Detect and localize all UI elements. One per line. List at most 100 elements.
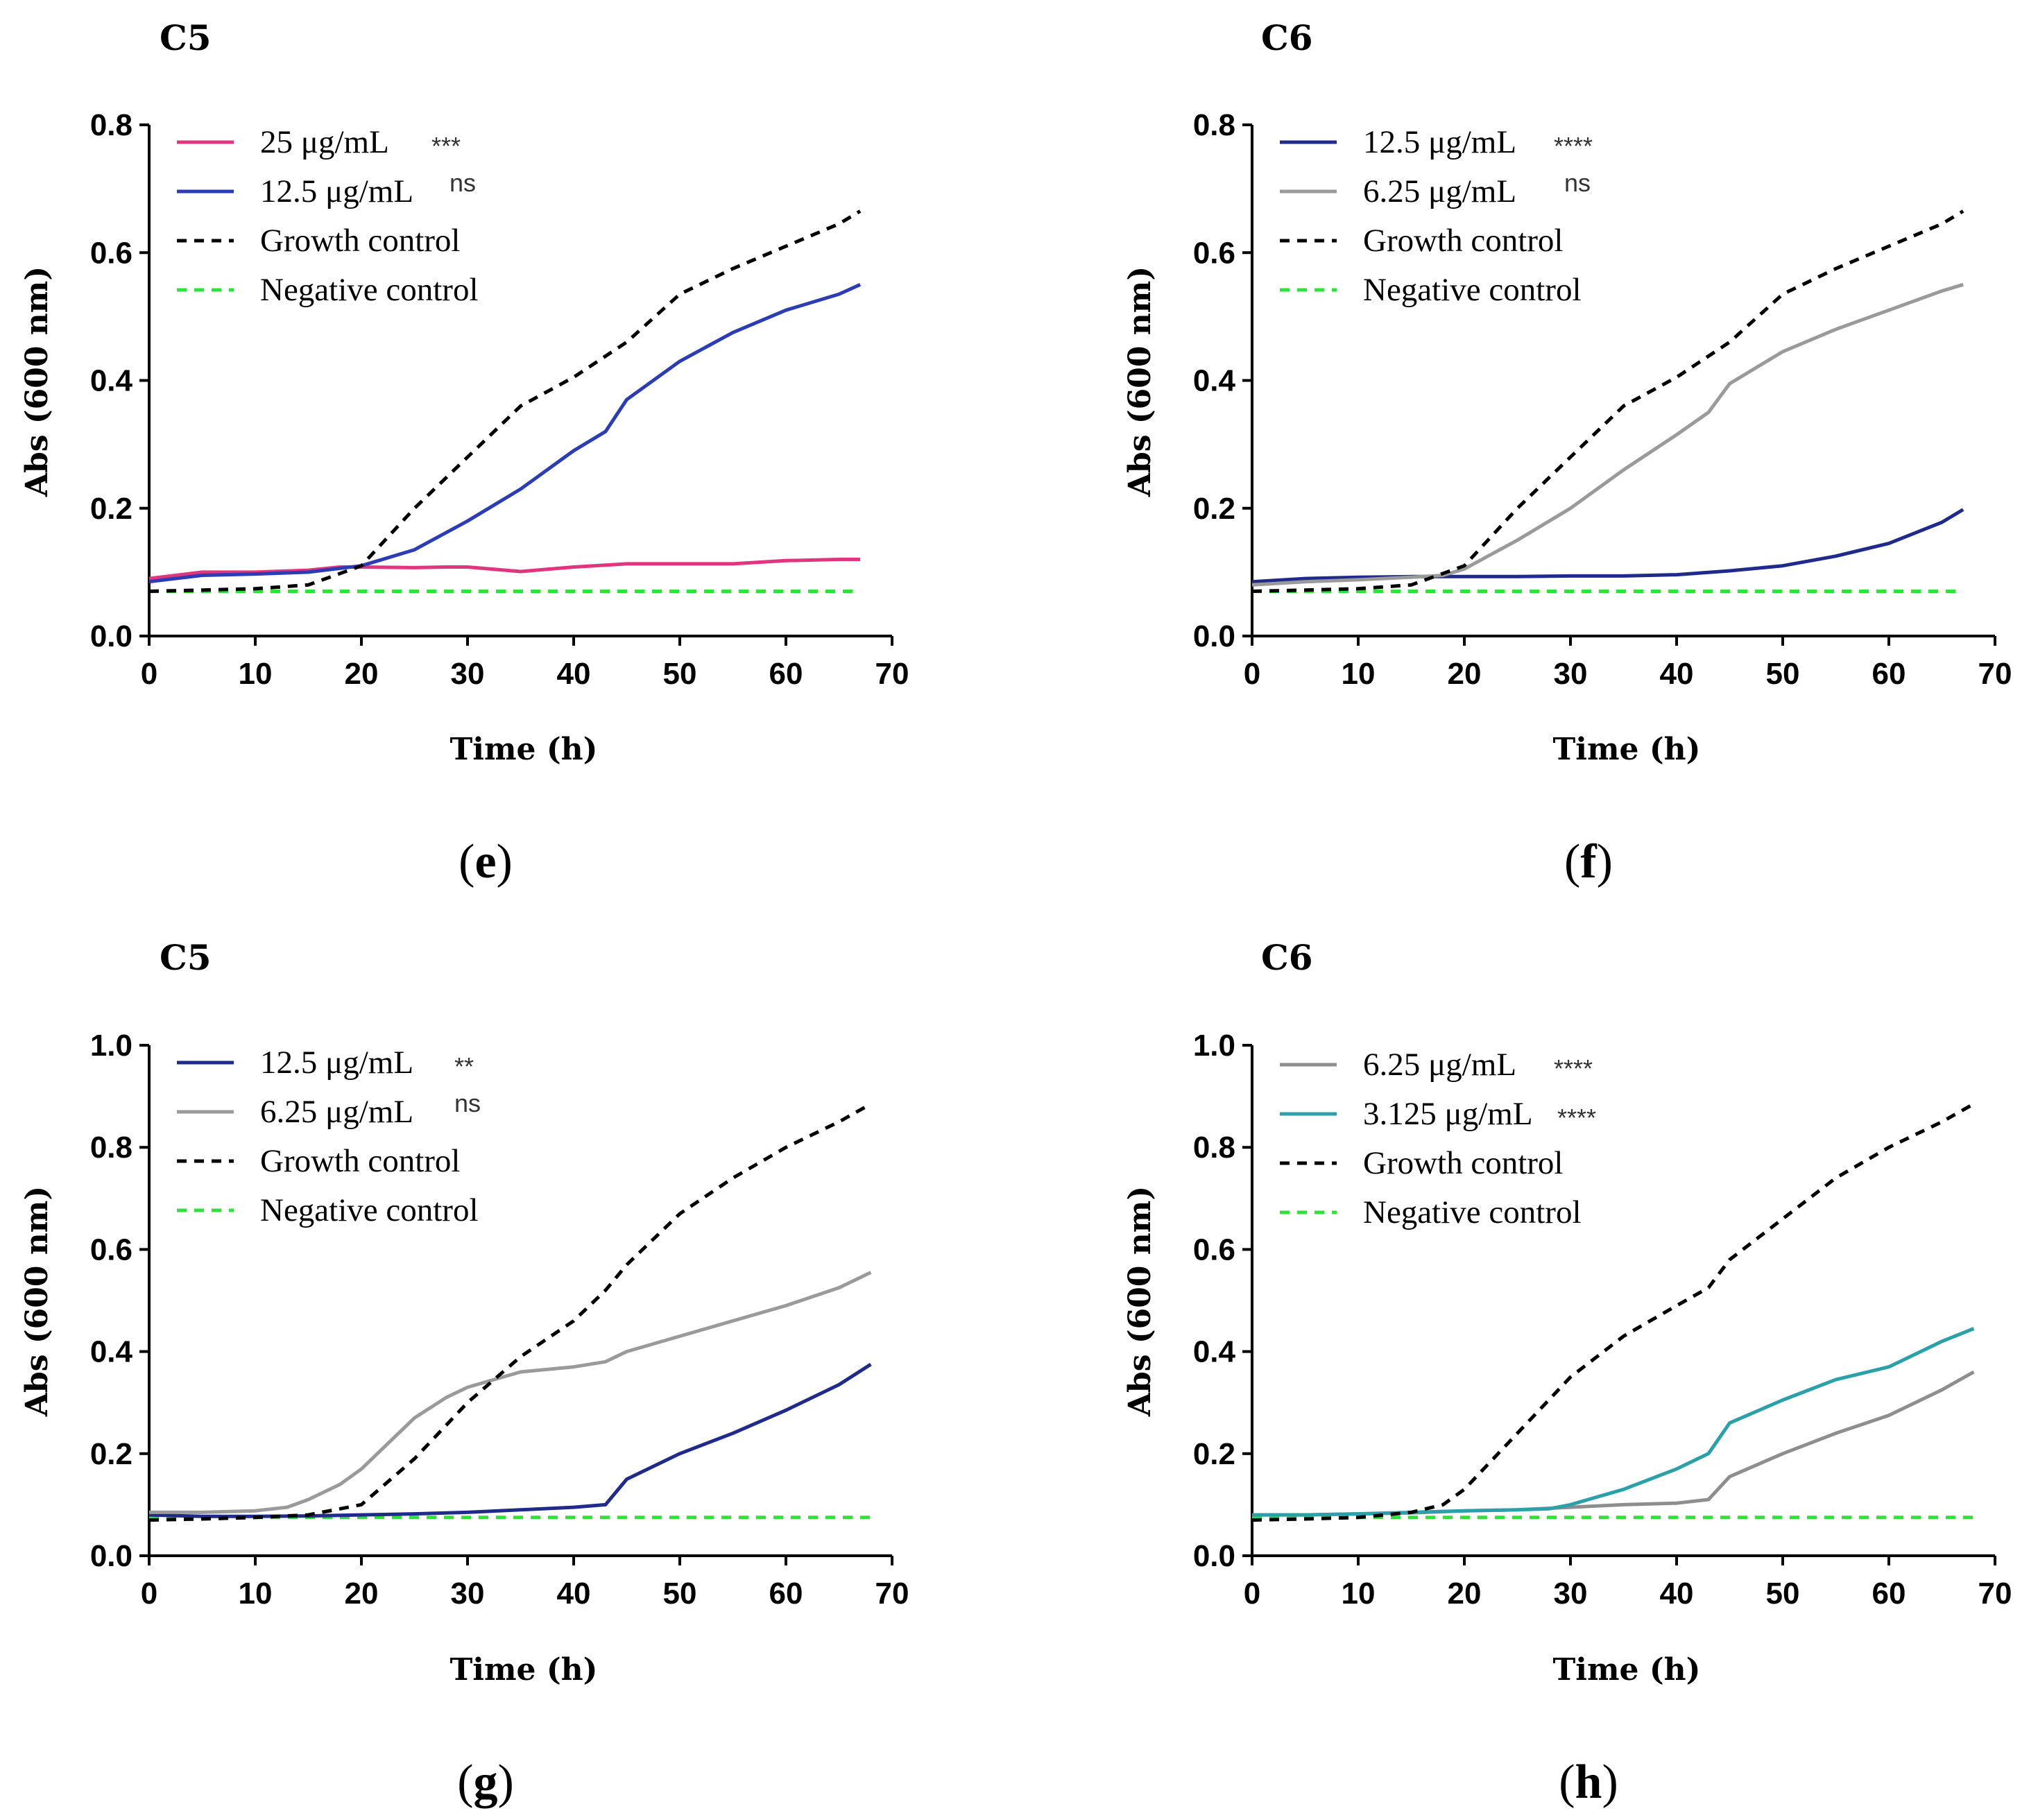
- legend-label: Growth control: [260, 1143, 460, 1179]
- y-tick-label: 0.8: [90, 108, 132, 142]
- x-tick-label: 20: [345, 1577, 379, 1611]
- x-tick-label: 20: [1448, 657, 1482, 691]
- panel-caption: (f): [1564, 835, 1613, 888]
- x-tick-label: 70: [1978, 1577, 2012, 1611]
- y-tick-label: 0.0: [90, 1539, 132, 1573]
- legend-label: 12.5 μg/mL: [260, 1045, 413, 1081]
- series-line: [1251, 508, 1964, 584]
- significance-marker: ns: [1564, 169, 1591, 197]
- y-axis-title: Abs (600 nm): [19, 266, 55, 497]
- x-tick-label: 70: [875, 657, 909, 691]
- y-tick-label: 1.0: [1193, 1029, 1235, 1063]
- panel-caption: (e): [459, 835, 513, 888]
- x-tick-label: 40: [557, 1577, 591, 1611]
- y-tick-label: 1.0: [90, 1029, 132, 1063]
- legend-label: 25 μg/mL: [260, 124, 389, 160]
- y-tick-label: 0.8: [90, 1131, 132, 1165]
- x-tick-label: 30: [451, 657, 485, 691]
- x-axis-title: Time (h): [1553, 732, 1701, 767]
- x-tick-label: 50: [663, 657, 697, 691]
- significance-marker: ***: [431, 132, 461, 160]
- x-tick-label: 10: [1342, 1577, 1376, 1611]
- y-axis-title: Abs (600 nm): [1122, 1186, 1158, 1417]
- y-tick-label: 0.4: [90, 1335, 133, 1369]
- y-tick-label: 0.2: [1193, 492, 1235, 526]
- x-tick-label: 40: [1660, 1577, 1694, 1611]
- significance-marker: ns: [449, 169, 476, 197]
- caption-letter: h: [1575, 1755, 1602, 1809]
- x-tick-label: 0: [141, 657, 157, 691]
- legend-label: Growth control: [1363, 1145, 1563, 1181]
- x-tick-label: 30: [1554, 1577, 1588, 1611]
- series-line: [149, 1271, 872, 1514]
- x-tick-label: 50: [663, 1577, 697, 1611]
- x-axis-title: Time (h): [1553, 1652, 1701, 1688]
- significance-marker: ****: [1554, 132, 1593, 160]
- y-tick-label: 0.6: [1193, 1233, 1235, 1267]
- legend-label: 3.125 μg/mL: [1363, 1096, 1533, 1132]
- legend-label: 12.5 μg/mL: [260, 173, 413, 209]
- x-tick-label: 0: [1244, 1577, 1260, 1611]
- caption-letter: f: [1580, 835, 1597, 888]
- y-tick-label: 0.4: [1193, 364, 1236, 398]
- panel-h: C6 0 10 20 30 40 50 60 70 0.0 0.2 0.4 0.6 0.8 1.0 6.25…: [1122, 937, 2012, 1809]
- significance-marker: **: [454, 1052, 474, 1081]
- y-tick-label: 0.4: [1193, 1335, 1236, 1369]
- y-tick-label: 0.8: [1193, 1131, 1235, 1165]
- y-tick-label: 0.0: [90, 619, 132, 653]
- x-tick-label: 20: [1448, 1577, 1482, 1611]
- x-tick-label: 30: [451, 1577, 485, 1611]
- x-tick-label: 60: [1872, 657, 1906, 691]
- x-axis-title: Time (h): [450, 1652, 598, 1688]
- panel-g: C5 0 10 20 30 40 50 60 70 0.0 0.2 0.4 0.6 0.8 1.0 12.5…: [19, 937, 909, 1809]
- legend-label: 12.5 μg/mL: [1363, 124, 1516, 160]
- x-tick-label: 70: [1978, 657, 2012, 691]
- plot-area: 0 10 20 30 40 50 60 70 0.0 0.2 0.4 0.6 0.8 12.5 μg/mL…: [1193, 108, 2012, 691]
- series-line: [1251, 1102, 1975, 1522]
- legend-label: Growth control: [1363, 223, 1563, 259]
- y-axis-title: Abs (600 nm): [19, 1186, 55, 1417]
- x-tick-label: 60: [769, 1577, 803, 1611]
- panel-title: C5: [160, 937, 212, 978]
- y-tick-label: 0.0: [1193, 1539, 1235, 1573]
- series-line: [148, 1362, 872, 1518]
- series-line: [148, 558, 861, 581]
- series-line: [148, 209, 862, 593]
- panel-caption: (g): [457, 1755, 514, 1809]
- caption-letter: g: [474, 1755, 498, 1809]
- y-axis-title: Abs (600 nm): [1122, 266, 1158, 497]
- series-line: [1251, 282, 1964, 587]
- panel-f: C6 0 10 20 30 40 50 60 70 0.0 0.2 0.4 0.6 0.8 12.5 μg…: [1122, 17, 2012, 888]
- x-tick-label: 0: [141, 1577, 157, 1611]
- series-line: [148, 283, 862, 584]
- series-line: [1251, 209, 1964, 593]
- x-tick-label: 20: [345, 657, 379, 691]
- panel-title: C5: [160, 17, 212, 58]
- significance-marker: ****: [1557, 1104, 1596, 1132]
- y-tick-label: 0.6: [1193, 236, 1235, 270]
- x-tick-label: 0: [1244, 657, 1260, 691]
- legend-label: 6.25 μg/mL: [1363, 173, 1516, 209]
- legend-label: Growth control: [260, 223, 460, 259]
- y-tick-label: 0.6: [90, 236, 132, 270]
- x-tick-label: 40: [1660, 657, 1694, 691]
- panel-caption: (h): [1559, 1755, 1618, 1809]
- y-tick-label: 0.2: [90, 492, 132, 526]
- panel-title: C6: [1261, 937, 1313, 978]
- y-tick-label: 0.0: [1193, 619, 1235, 653]
- legend-label: Negative control: [260, 272, 479, 308]
- x-tick-label: 70: [875, 1577, 909, 1611]
- legend-label: 6.25 μg/mL: [1363, 1047, 1516, 1083]
- legend-label: 6.25 μg/mL: [260, 1094, 413, 1130]
- legend-label: Negative control: [260, 1192, 479, 1228]
- plot-area: 0 10 20 30 40 50 60 70 0.0 0.2 0.4 0.6 0.8 1.0 12.5 μg…: [90, 1029, 909, 1611]
- x-tick-label: 40: [557, 657, 591, 691]
- x-axis-title: Time (h): [450, 732, 598, 767]
- significance-marker: ****: [1554, 1054, 1593, 1083]
- panel-e: C5 0 10 20 30 40 50 60 70 0.0 0.2 0.4 0.6 0.8 25 μg/m…: [19, 17, 909, 888]
- y-tick-label: 0.8: [1193, 108, 1235, 142]
- x-tick-label: 10: [239, 657, 273, 691]
- y-tick-label: 0.6: [90, 1233, 132, 1267]
- x-tick-label: 50: [1766, 1577, 1800, 1611]
